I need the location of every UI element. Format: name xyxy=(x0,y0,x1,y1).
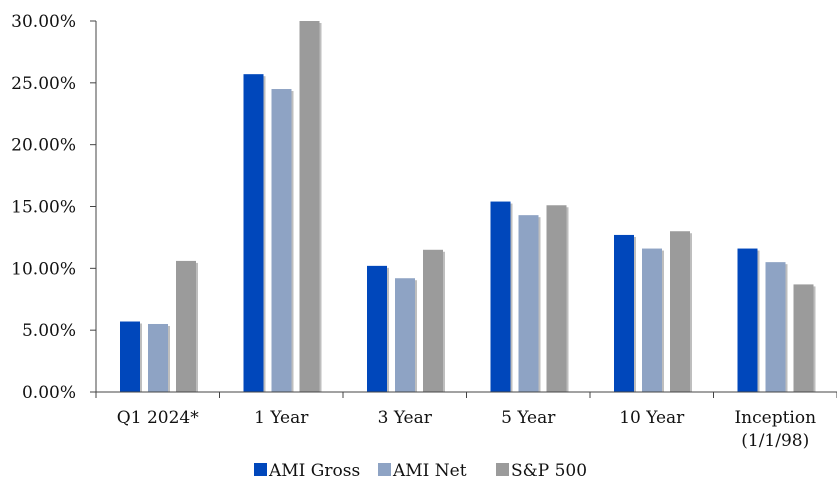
bar-shadow xyxy=(168,325,170,392)
bar-shadow xyxy=(690,233,692,392)
y-tick-label: 20.00% xyxy=(11,136,76,156)
x-category-label: Q1 2024* xyxy=(117,408,199,428)
bar-shadow xyxy=(813,286,816,392)
legend-label: AMI Gross xyxy=(268,461,360,481)
y-tick-label: 0.00% xyxy=(22,383,76,403)
bar-shadow xyxy=(538,217,541,392)
bar-shadow xyxy=(415,280,417,392)
bar-shadow xyxy=(196,262,198,392)
bar-shadow xyxy=(319,23,322,392)
bar-ami-gross-5 xyxy=(737,248,758,392)
bar-shadow xyxy=(443,251,445,392)
y-tick-label: 30.00% xyxy=(11,12,76,32)
bar-s-p-500-4 xyxy=(670,231,690,392)
labels-layer: 0.00% 5.00% 10.00% 15.00% 20.00% 25.00% 30.00%… xyxy=(11,12,816,451)
bar-ami-net-4 xyxy=(642,248,662,392)
bar-shadow xyxy=(785,264,788,392)
bar-ami-net-1 xyxy=(271,89,292,393)
legend-swatch xyxy=(254,463,267,476)
bar-ami-net-3 xyxy=(518,215,539,392)
y-tick-label: 15.00% xyxy=(11,198,76,218)
bar-shadow xyxy=(566,207,569,392)
bar-shadow xyxy=(291,91,294,393)
legend-swatch xyxy=(496,463,509,476)
bar-ami-gross-4 xyxy=(614,234,634,392)
bar-ami-gross-1 xyxy=(243,74,264,392)
bar-shadow xyxy=(634,236,636,392)
bar-s-p-500-2 xyxy=(423,249,443,392)
bar-shadow xyxy=(140,323,142,392)
x-category-label: 5 Year xyxy=(501,408,556,428)
x-category-label: 3 Year xyxy=(378,408,433,428)
legend-label: AMI Net xyxy=(392,461,467,481)
bar-ami-net-2 xyxy=(395,278,415,392)
x-category-label: (1/1/98) xyxy=(741,431,809,451)
x-category-label: 10 Year xyxy=(619,408,685,428)
legend-swatch xyxy=(378,463,391,476)
y-tick-label: 25.00% xyxy=(11,74,76,94)
bar-s-p-500-3 xyxy=(546,205,567,392)
bar-ami-net-0 xyxy=(148,323,168,392)
x-category-label: 1 Year xyxy=(254,408,309,428)
bar-shadow xyxy=(387,267,389,392)
bar-s-p-500-0 xyxy=(176,260,196,392)
bar-shadow xyxy=(662,250,664,392)
bar-ami-net-5 xyxy=(765,262,786,392)
axes-layer xyxy=(90,20,837,398)
legend: AMI Gross AMI Net S&P 500 xyxy=(254,461,587,481)
bar-shadow xyxy=(263,76,266,392)
bar-shadow xyxy=(757,250,760,392)
bar-s-p-500-1 xyxy=(299,21,320,392)
legend-label: S&P 500 xyxy=(511,461,587,481)
bar-ami-gross-3 xyxy=(490,201,511,392)
y-tick-label: 10.00% xyxy=(11,259,76,279)
bar-ami-gross-0 xyxy=(120,321,140,392)
bar-ami-gross-2 xyxy=(367,265,387,392)
bar-shadow xyxy=(510,203,513,392)
bars-layer xyxy=(120,21,816,393)
bar-s-p-500-5 xyxy=(793,284,814,392)
y-tick-label: 5.00% xyxy=(22,321,76,341)
x-category-label: Inception xyxy=(734,408,816,428)
